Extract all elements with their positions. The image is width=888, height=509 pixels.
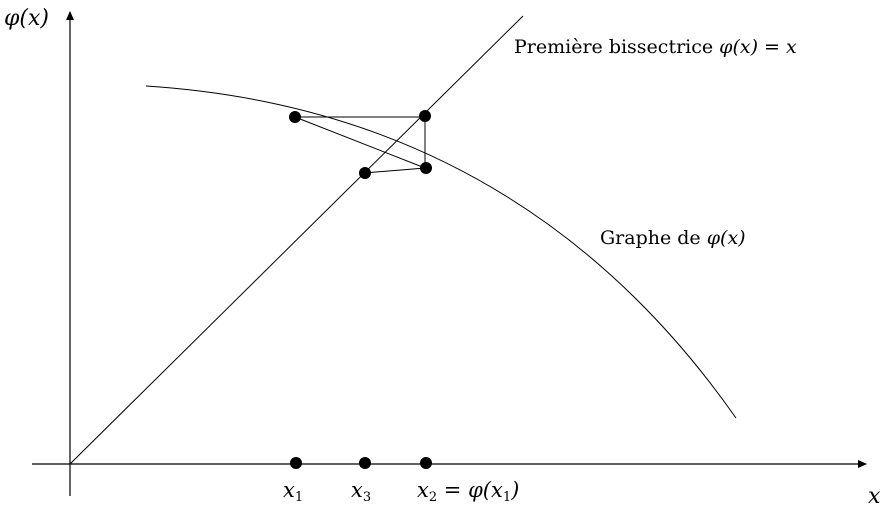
tick-label-x2-base: x: [417, 478, 429, 502]
y-axis-label-text: φ(x): [4, 6, 49, 31]
bisector-line: [69, 15, 524, 465]
tick-label-x2-suffix-sub: 1: [502, 490, 512, 505]
x-axis-label: x: [868, 486, 880, 508]
bisector-label-formula: φ(x) = x: [719, 36, 797, 58]
tick-label-x3-base: x: [351, 478, 363, 502]
axis-point-x1: [290, 457, 302, 469]
tick-label-x2: x2 = φ(x1): [417, 478, 520, 505]
curve-label-text: Graphe de: [600, 227, 701, 249]
tick-label-x2-sub: 2: [428, 490, 438, 505]
bisector-label: Première bissectrice φ(x) = x: [514, 38, 797, 57]
y-axis-label: φ(x): [4, 8, 49, 30]
point-x2-on-curve: [420, 162, 432, 174]
x-axis-label-text: x: [868, 484, 881, 509]
tick-label-x2-suffix: = φ(x: [437, 478, 503, 502]
tick-label-x1-base: x: [283, 478, 295, 502]
axis-point-x2: [420, 457, 432, 469]
tick-label-x3-sub: 3: [362, 490, 372, 505]
tick-label-x2-suffix-close: ): [511, 478, 520, 502]
curve-label: Graphe de φ(x): [600, 229, 746, 248]
phi-curve: [145, 85, 737, 419]
tick-label-x1-sub: 1: [294, 490, 304, 505]
tick-label-x1: x1: [283, 478, 304, 505]
cobweb-path: [294, 116, 426, 174]
tick-label-x3: x3: [351, 478, 372, 505]
axis-point-x3: [359, 457, 371, 469]
point-x1-on-curve: [289, 111, 301, 123]
curve-label-formula: φ(x): [706, 227, 746, 249]
point-x3-on-bisector: [359, 167, 371, 179]
bisector-label-text: Première bissectrice: [514, 36, 714, 58]
point-x2-on-bisector: [419, 110, 431, 122]
